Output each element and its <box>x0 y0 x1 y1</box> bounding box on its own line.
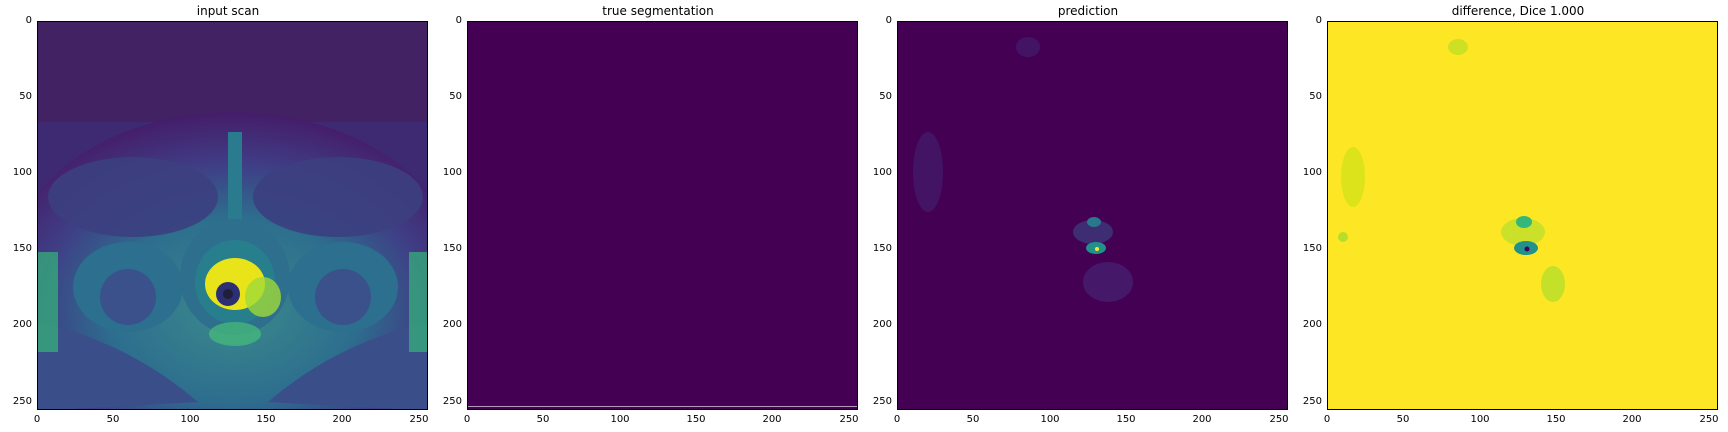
x-tick-label: 250 <box>1269 414 1289 425</box>
panel-title: input scan <box>196 4 260 18</box>
x-tick-label: 150 <box>686 414 706 425</box>
y-tick-label: 200 <box>12 319 32 330</box>
x-tick-label: 50 <box>106 414 120 425</box>
y-tick-label: 50 <box>449 91 462 102</box>
x-tick-label: 100 <box>610 414 630 425</box>
y-tick-label: 250 <box>872 396 892 407</box>
true-segmentation-image <box>467 21 858 410</box>
y-tick-label: 100 <box>1302 167 1322 178</box>
y-tick-label: 0 <box>885 15 892 26</box>
y-tick-label: 0 <box>455 15 462 26</box>
x-tick-label: 200 <box>332 414 352 425</box>
x-tick-label: 150 <box>1116 414 1136 425</box>
y-tick-label: 0 <box>25 15 32 26</box>
x-tick-label: 0 <box>1323 414 1331 425</box>
y-tick-label: 100 <box>12 167 32 178</box>
x-tick-label: 50 <box>1396 414 1410 425</box>
input-scan-image <box>37 21 428 410</box>
difference-image <box>1327 21 1718 410</box>
y-tick-label: 150 <box>12 243 32 254</box>
y-tick-label: 0 <box>1315 15 1322 26</box>
panel-title: difference, Dice 1.000 <box>1451 4 1585 18</box>
y-tick-label: 150 <box>442 243 462 254</box>
x-tick-label: 200 <box>1622 414 1642 425</box>
y-tick-label: 200 <box>1302 319 1322 330</box>
y-tick-label: 100 <box>442 167 462 178</box>
x-tick-label: 200 <box>1192 414 1212 425</box>
panel-difference: difference, Dice 1.000 0 50 100 150 200 … <box>1290 0 1719 432</box>
x-tick-label: 250 <box>409 414 429 425</box>
y-tick-label: 150 <box>1302 243 1322 254</box>
y-tick-label: 50 <box>19 91 32 102</box>
x-tick-label: 100 <box>1470 414 1490 425</box>
y-tick-label: 50 <box>879 91 892 102</box>
panel-title: true segmentation <box>602 4 714 18</box>
panel-prediction: prediction 0 50 100 150 200 250 0 50 100… <box>860 0 1289 432</box>
x-tick-label: 0 <box>893 414 901 425</box>
x-tick-label: 100 <box>1040 414 1060 425</box>
x-tick-label: 50 <box>966 414 980 425</box>
x-tick-label: 200 <box>762 414 782 425</box>
y-tick-label: 250 <box>1302 396 1322 407</box>
panel-input-scan: input scan <box>0 0 429 432</box>
prediction-image <box>897 21 1288 410</box>
x-tick-label: 250 <box>1699 414 1719 425</box>
y-tick-label: 50 <box>1309 91 1322 102</box>
y-tick-label: 200 <box>872 319 892 330</box>
panel-title: prediction <box>1057 4 1119 18</box>
x-tick-label: 250 <box>839 414 859 425</box>
y-tick-label: 250 <box>12 396 32 407</box>
x-tick-label: 100 <box>180 414 200 425</box>
x-tick-label: 0 <box>463 414 471 425</box>
x-tick-label: 150 <box>256 414 276 425</box>
panel-true-segmentation: true segmentation 0 50 100 150 200 250 0… <box>430 0 859 432</box>
x-tick-label: 150 <box>1546 414 1566 425</box>
x-tick-label: 50 <box>536 414 550 425</box>
y-tick-label: 150 <box>872 243 892 254</box>
y-tick-label: 250 <box>442 396 462 407</box>
x-tick-label: 0 <box>33 414 41 425</box>
y-tick-label: 200 <box>442 319 462 330</box>
y-tick-label: 100 <box>872 167 892 178</box>
